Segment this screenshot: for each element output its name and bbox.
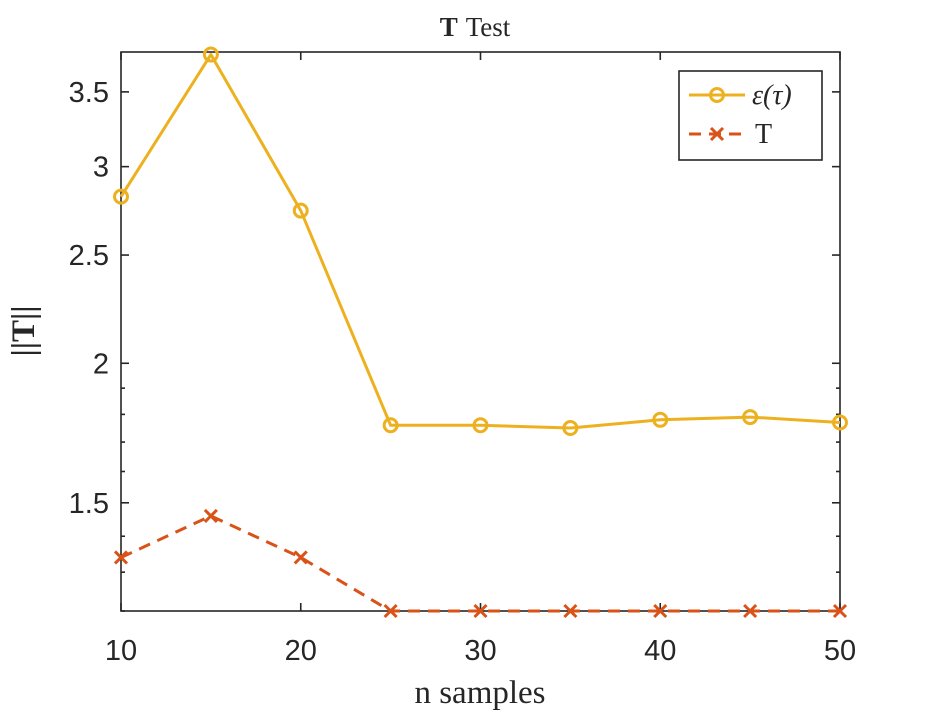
chart-title-rest: Test [466, 12, 511, 42]
data-point-T [113, 550, 129, 565]
y-tick-label: 3.5 [69, 77, 109, 109]
legend-label-epsilon: ε(τ) [752, 80, 792, 111]
chart-title: T Test [440, 12, 511, 42]
legend-label-T: T [755, 119, 772, 150]
y-axis-label: ||T|| [6, 305, 42, 356]
data-point-T [653, 603, 668, 619]
y-tick-label: 1.5 [69, 488, 109, 520]
x-tick-label: 50 [824, 635, 856, 667]
series-line-T [120, 514, 840, 613]
chart-title-bold: T [440, 12, 458, 42]
data-point-T [563, 603, 578, 619]
y-tick-label: 2 [93, 348, 109, 380]
series-layer [113, 46, 848, 619]
legend-marker-T [709, 126, 725, 142]
data-point-T [743, 603, 758, 619]
x-tick-label: 10 [105, 635, 137, 667]
x-tick-label: 40 [644, 635, 676, 667]
y-tick-label: 2.5 [69, 240, 109, 272]
legend-entry-epsilon: ε(τ) [689, 80, 792, 111]
data-point-epsilon [292, 202, 309, 219]
data-point-epsilon [742, 409, 759, 426]
data-point-T [203, 508, 218, 523]
series-line-epsilon [119, 53, 841, 430]
x-axis-label: n samples [414, 675, 545, 711]
data-point-epsilon [202, 46, 219, 63]
legend: ε(τ) T [678, 70, 823, 161]
y-tick-label: 3 [93, 152, 109, 184]
x-tick-label: 20 [285, 635, 317, 667]
data-point-epsilon [113, 188, 129, 205]
data-point-epsilon [382, 417, 399, 434]
x-axis-ticks: 10 20 30 40 50 [105, 52, 856, 667]
data-point-T [473, 603, 488, 619]
data-point-T [832, 603, 848, 619]
data-point-epsilon [652, 411, 669, 428]
data-point-epsilon [832, 414, 848, 431]
x-tick-label: 30 [464, 635, 496, 667]
legend-box [678, 70, 823, 161]
data-point-T [293, 550, 308, 565]
data-point-epsilon [472, 417, 489, 434]
y-axis-ticks: 1.5 2 2.5 3 3.5 [69, 77, 840, 612]
legend-marker-epsilon [709, 87, 725, 103]
data-point-T [383, 603, 398, 619]
legend-entry-T: T [689, 119, 772, 150]
data-point-epsilon [562, 420, 579, 437]
